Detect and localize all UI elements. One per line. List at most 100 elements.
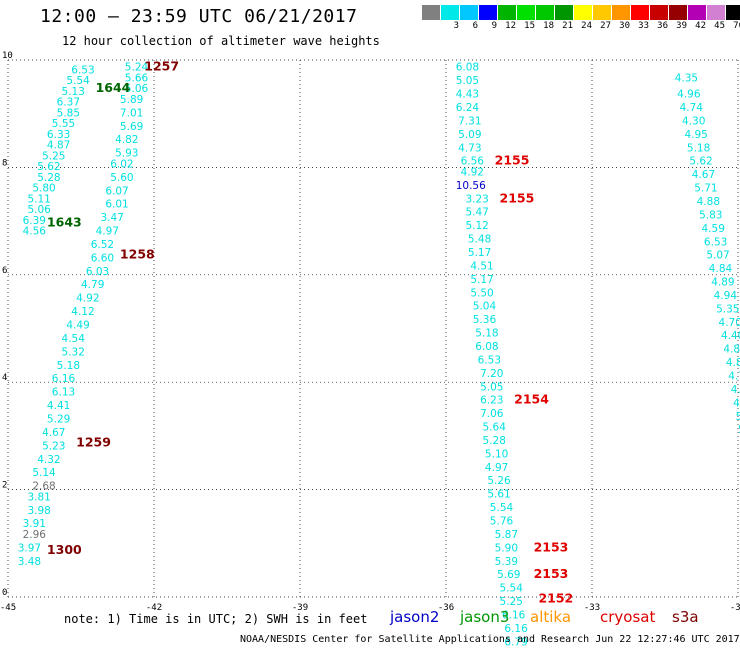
wave-height-value: 4.96 xyxy=(677,89,701,101)
wave-height-value: 3.48 xyxy=(18,556,41,568)
wave-height-value: 6.53 xyxy=(71,64,94,76)
wave-height-value: 5 xyxy=(736,411,740,423)
wave-height-value: 5.39 xyxy=(495,556,518,568)
wave-height-value: 4.30 xyxy=(682,115,705,127)
y-tick-label: 6 xyxy=(2,266,7,276)
scale-swatch: 30 xyxy=(612,5,631,31)
wave-height-value: 5.18 xyxy=(57,360,80,372)
wave-height-value: 5.06 xyxy=(27,204,51,216)
scale-label: 21 xyxy=(562,21,573,31)
scale-swatch: 45 xyxy=(707,5,726,31)
wave-height-value: 5.26 xyxy=(487,475,511,487)
wave-height-value: 4.70 xyxy=(719,317,740,329)
scale-label: 18 xyxy=(543,21,554,31)
scale-swatch: 15 xyxy=(517,5,536,31)
legend-item-jason2: jason2 xyxy=(390,608,440,626)
x-tick-label: -30 xyxy=(730,603,740,613)
wave-height-value: 3.98 xyxy=(27,505,50,517)
credit-line: NOAA/NESDIS Center for Satellite Applica… xyxy=(240,634,740,645)
wave-height-value: 5.11 xyxy=(27,193,50,205)
scale-swatch: 27 xyxy=(593,5,612,31)
wave-height-value: 4.8 xyxy=(726,357,740,369)
wave-height-value: 4.80 xyxy=(723,344,740,356)
wave-height-value: 5 xyxy=(738,424,740,436)
wave-height-value: 5.18 xyxy=(687,142,710,154)
wave-height-value: 5.06 xyxy=(125,83,149,95)
wave-height-value: 4.49 xyxy=(66,320,89,332)
x-tick-label: -36 xyxy=(438,603,454,613)
wave-height-value: 5.62 xyxy=(37,161,60,173)
wave-height-value: 5.47 xyxy=(465,207,488,219)
scale-label: 6 xyxy=(472,21,478,31)
wave-height-value: 5.36 xyxy=(473,314,497,326)
wave-height-value: 6.03 xyxy=(86,266,109,278)
scale-swatch: 18 xyxy=(536,5,555,31)
wave-height-value: 2.68 xyxy=(32,481,55,493)
legend-item-cryosat: cryosat xyxy=(600,608,656,626)
wave-height-value: 5.29 xyxy=(47,413,70,425)
page-title: 12:00 – 23:59 UTC 06/21/2017 xyxy=(40,6,358,27)
time-label: 1258 xyxy=(120,247,155,262)
time-label: 1644 xyxy=(96,80,131,95)
scale-swatch: 6 xyxy=(460,5,479,31)
wave-height-value: 3.47 xyxy=(100,212,123,224)
wave-height-value: 6.24 xyxy=(456,102,480,114)
scale-swatch: 9 xyxy=(479,5,498,31)
x-tick-label: -39 xyxy=(292,603,308,613)
wave-height-value: 6.33 xyxy=(47,129,70,141)
y-tick-label: 10 xyxy=(2,51,13,61)
wave-height-value: 5.89 xyxy=(120,94,143,106)
wave-height-value: 5.48 xyxy=(468,234,491,246)
wave-height-value: 7.20 xyxy=(480,368,503,380)
scale-label: 36 xyxy=(657,21,668,31)
wave-height-value: 5.80 xyxy=(32,183,55,195)
wave-height-value: 4.7 xyxy=(728,371,740,383)
wave-height-value: 5.76 xyxy=(490,516,514,528)
wave-height-value: 5.54 xyxy=(66,75,90,87)
footnote: note: 1) Time is in UTC; 2) SWH is in fe… xyxy=(64,612,368,626)
time-label: 1643 xyxy=(47,214,82,229)
wave-height-value: 3.91 xyxy=(23,518,46,530)
wave-height-value: 5.55 xyxy=(52,118,75,130)
wave-height-value: 5.35 xyxy=(716,303,739,315)
scale-label: 39 xyxy=(676,21,687,31)
wave-height-value: 4.97 xyxy=(96,226,119,238)
wave-height-value: 4.51 xyxy=(470,260,493,272)
wave-height-value: 5.69 xyxy=(120,121,143,133)
wave-height-value: 4.97 xyxy=(485,462,508,474)
wave-height-value: 5.50 xyxy=(470,287,493,299)
wave-height-value: 4.12 xyxy=(71,306,94,318)
wave-height-value: 5.66 xyxy=(125,72,149,84)
wave-height-value: 6.16 xyxy=(52,373,76,385)
time-label: 1259 xyxy=(76,435,111,450)
y-tick-label: 2 xyxy=(2,481,7,491)
wave-height-value: 6.02 xyxy=(110,158,133,170)
wave-height-value: 4.73 xyxy=(458,142,481,154)
wave-height-value: 6.16 xyxy=(504,623,528,635)
time-label: 1300 xyxy=(47,542,82,557)
scale-swatch: 12 xyxy=(498,5,517,31)
wave-height-value: 5.17 xyxy=(470,274,493,286)
legend-item-altika: altika xyxy=(530,608,572,626)
color-scale: 36912151821242730333639424570(ft) xyxy=(422,5,740,31)
wave-height-value: 6.37 xyxy=(57,97,80,109)
wave-height-value: 5.05 xyxy=(480,381,503,393)
wave-height-value: 5.54 xyxy=(500,583,524,595)
wave-height-value: 5.25 xyxy=(500,596,523,608)
wave-height-value: 4.56 xyxy=(23,226,47,238)
wave-height-value: 6.53 xyxy=(478,354,501,366)
wave-height-value: 6.52 xyxy=(91,239,114,251)
scale-label: 12 xyxy=(505,21,516,31)
time-label: 2152 xyxy=(538,590,573,605)
wave-height-value: 4.67 xyxy=(692,169,715,181)
wave-height-value: 2.96 xyxy=(23,529,47,541)
wave-height-value: 5.87 xyxy=(495,529,518,541)
page-subtitle: 12 hour collection of altimeter wave hei… xyxy=(62,34,380,48)
wave-height-value: 5.25 xyxy=(42,150,65,162)
wave-height-value: 4.40 xyxy=(721,330,740,342)
wave-height-value: 3.81 xyxy=(27,491,50,503)
scale-label: 27 xyxy=(600,21,611,31)
wave-height-value: 4.32 xyxy=(37,454,60,466)
wave-height-value: 6.08 xyxy=(456,62,479,74)
scale-swatch xyxy=(422,5,441,20)
